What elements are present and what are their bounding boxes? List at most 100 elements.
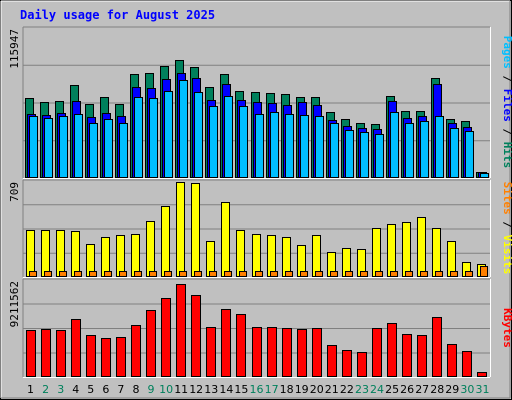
bar-visits-day-28 bbox=[432, 228, 441, 277]
bar-sites-day-9 bbox=[149, 271, 157, 277]
bar-sites-day-16 bbox=[255, 271, 263, 277]
bar-pages-day-21 bbox=[330, 123, 339, 178]
bar-pages-day-5 bbox=[89, 123, 98, 178]
x-tick-day-19: 19 bbox=[295, 383, 309, 396]
x-tick-day-9: 9 bbox=[148, 383, 155, 396]
bar-kbytes-day-4 bbox=[71, 319, 81, 377]
y-max-label: 709 bbox=[8, 182, 21, 202]
x-tick-day-17: 17 bbox=[265, 383, 279, 396]
bar-kbytes-day-22 bbox=[342, 350, 352, 377]
bar-sites-day-18 bbox=[285, 271, 293, 277]
x-tick-day-30: 30 bbox=[460, 383, 474, 396]
bar-sites-day-1 bbox=[29, 271, 37, 277]
panel-top: 115947 Pages / Files / Hits bbox=[8, 26, 512, 179]
x-tick-day-29: 29 bbox=[445, 383, 459, 396]
bar-kbytes-day-16 bbox=[252, 327, 262, 377]
bar-kbytes-day-28 bbox=[432, 317, 442, 377]
bar-pages-day-2 bbox=[44, 118, 53, 178]
bar-sites-day-26 bbox=[405, 271, 413, 277]
bar-pages-day-22 bbox=[345, 130, 354, 178]
bar-kbytes-day-8 bbox=[131, 325, 141, 377]
bar-pages-day-9 bbox=[149, 98, 158, 178]
legend-middle: Sites / Visits bbox=[501, 182, 512, 275]
bar-kbytes-day-29 bbox=[447, 344, 457, 377]
bar-visits-day-18 bbox=[282, 237, 291, 277]
bar-visits-day-26 bbox=[402, 222, 411, 277]
bar-sites-day-30 bbox=[465, 271, 473, 277]
bar-kbytes-day-27 bbox=[417, 335, 427, 377]
x-tick-day-23: 23 bbox=[355, 383, 369, 396]
bar-visits-day-12 bbox=[191, 183, 200, 277]
bar-sites-day-10 bbox=[164, 271, 172, 277]
x-tick-day-27: 27 bbox=[415, 383, 429, 396]
x-tick-day-4: 4 bbox=[72, 383, 79, 396]
x-tick-day-15: 15 bbox=[234, 383, 248, 396]
x-tick-day-25: 25 bbox=[385, 383, 399, 396]
bar-sites-day-21 bbox=[330, 271, 338, 277]
bar-kbytes-day-23 bbox=[357, 352, 367, 377]
bar-sites-day-2 bbox=[44, 271, 52, 277]
bar-visits-day-15 bbox=[236, 230, 245, 277]
bar-visits-day-24 bbox=[372, 228, 381, 277]
x-tick-day-11: 11 bbox=[174, 383, 188, 396]
bar-pages-day-17 bbox=[270, 112, 279, 178]
bar-kbytes-day-26 bbox=[402, 334, 412, 377]
x-tick-day-26: 26 bbox=[400, 383, 414, 396]
bar-kbytes-day-1 bbox=[26, 330, 36, 377]
bar-kbytes-day-5 bbox=[86, 335, 96, 377]
x-tick-day-24: 24 bbox=[370, 383, 384, 396]
bar-kbytes-day-19 bbox=[297, 329, 307, 377]
bar-visits-day-14 bbox=[221, 202, 230, 277]
bar-kbytes-day-13 bbox=[206, 327, 216, 377]
bar-sites-day-29 bbox=[450, 271, 458, 277]
bar-pages-day-8 bbox=[134, 97, 143, 178]
bar-sites-day-24 bbox=[375, 271, 383, 277]
bar-pages-day-18 bbox=[285, 114, 294, 178]
bar-sites-day-3 bbox=[59, 271, 67, 277]
x-tick-day-20: 20 bbox=[310, 383, 324, 396]
bar-sites-day-31 bbox=[480, 266, 488, 277]
bar-sites-day-8 bbox=[134, 271, 142, 277]
bar-pages-day-30 bbox=[465, 131, 474, 178]
bar-pages-day-24 bbox=[375, 134, 384, 178]
bar-sites-day-7 bbox=[119, 271, 127, 277]
bar-kbytes-day-15 bbox=[236, 314, 246, 377]
chart-title: Daily usage for August 2025 bbox=[20, 8, 215, 22]
x-tick-day-2: 2 bbox=[42, 383, 49, 396]
x-tick-day-5: 5 bbox=[87, 383, 94, 396]
bar-sites-day-14 bbox=[224, 271, 232, 277]
bar-pages-day-12 bbox=[194, 92, 203, 178]
bar-visits-day-6 bbox=[101, 237, 110, 277]
bar-kbytes-day-10 bbox=[161, 298, 171, 377]
legend-top: Pages / Files / Hits bbox=[501, 36, 512, 169]
bar-pages-day-31 bbox=[480, 173, 489, 178]
legend-entry: / bbox=[501, 215, 512, 235]
legend-entry: Sites bbox=[501, 182, 512, 215]
bar-sites-day-17 bbox=[270, 271, 278, 277]
bar-kbytes-day-12 bbox=[191, 295, 201, 377]
bar-sites-day-27 bbox=[420, 271, 428, 277]
bar-pages-day-19 bbox=[300, 115, 309, 178]
x-tick-day-16: 16 bbox=[250, 383, 264, 396]
bar-kbytes-day-21 bbox=[327, 345, 337, 377]
bar-kbytes-day-24 bbox=[372, 328, 382, 377]
bar-sites-day-22 bbox=[345, 271, 353, 277]
bar-pages-day-27 bbox=[420, 121, 429, 178]
x-tick-day-14: 14 bbox=[219, 383, 233, 396]
x-tick-day-28: 28 bbox=[430, 383, 444, 396]
x-tick-day-18: 18 bbox=[280, 383, 294, 396]
x-tick-day-12: 12 bbox=[189, 383, 203, 396]
bar-pages-day-28 bbox=[435, 116, 444, 178]
bar-pages-day-20 bbox=[315, 116, 324, 178]
bar-kbytes-day-30 bbox=[462, 351, 472, 377]
bar-pages-day-16 bbox=[255, 114, 264, 178]
bar-visits-day-10 bbox=[161, 206, 170, 277]
bar-visits-day-20 bbox=[312, 235, 321, 277]
bar-sites-day-11 bbox=[179, 271, 187, 277]
bar-pages-day-15 bbox=[239, 106, 248, 178]
y-max-label: 9211562 bbox=[8, 281, 21, 327]
bar-pages-day-23 bbox=[360, 132, 369, 178]
x-tick-day-3: 3 bbox=[57, 383, 64, 396]
bar-kbytes-day-7 bbox=[116, 337, 126, 377]
bar-sites-day-4 bbox=[74, 271, 82, 277]
